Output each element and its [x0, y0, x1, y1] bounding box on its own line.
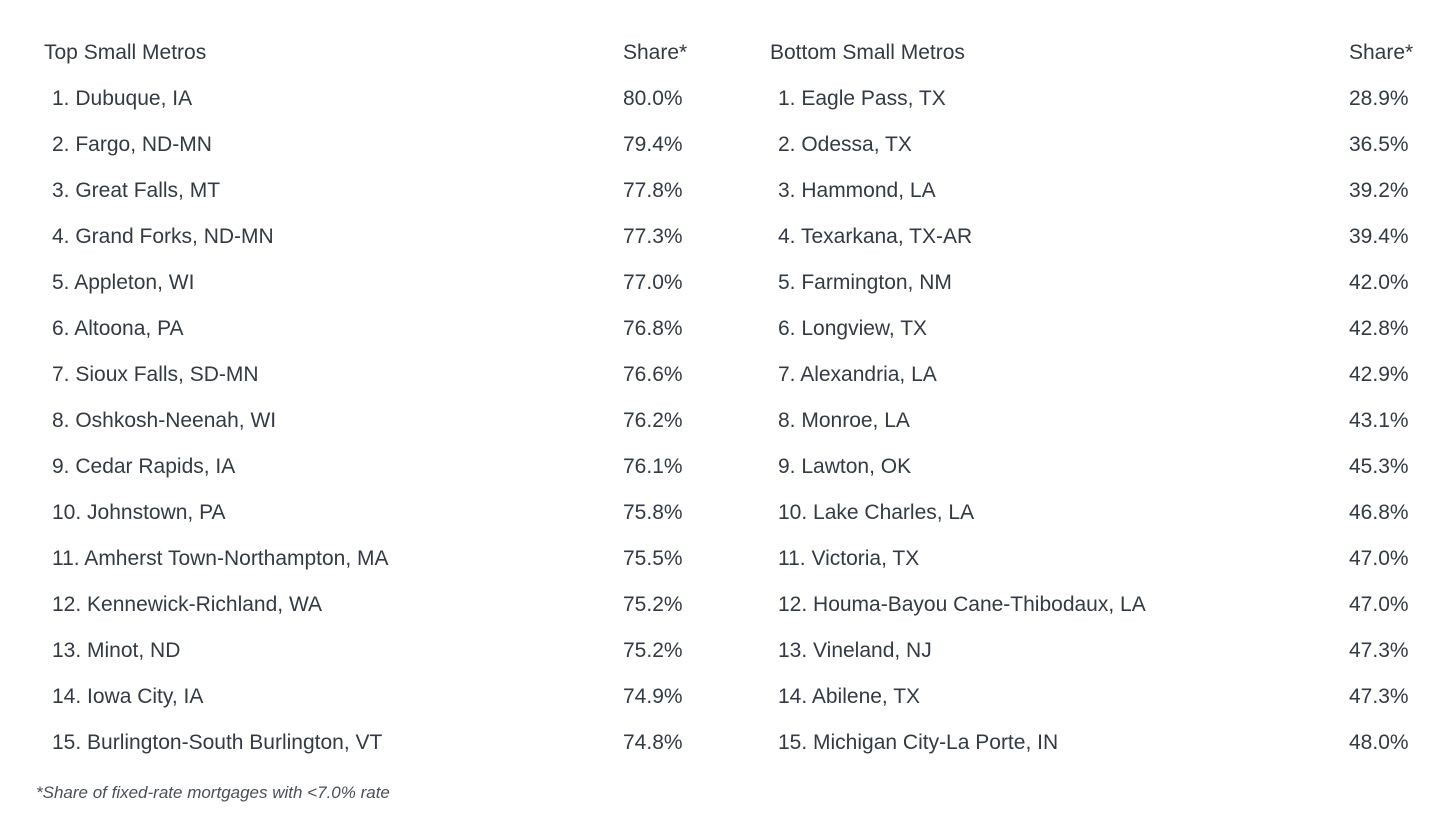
metro-share: 48.0%: [1349, 731, 1409, 754]
metro-name: 2. Odessa, TX: [778, 133, 912, 156]
table-row: 14. Iowa City, IA 74.9%: [44, 674, 694, 720]
metro-share: 47.3%: [1349, 639, 1409, 662]
table-row: 9. Cedar Rapids, IA 76.1%: [44, 444, 694, 490]
metro-name: 3. Great Falls, MT: [52, 179, 221, 202]
metro-name: 7. Alexandria, LA: [778, 363, 937, 386]
table-row: 10. Lake Charles, LA 46.8%: [770, 490, 1420, 536]
table-row: 12. Kennewick-Richland, WA 75.2%: [44, 582, 694, 628]
metro-share: 43.1%: [1349, 409, 1409, 432]
column-header-share: Share*: [1349, 41, 1414, 64]
metro-share: 75.2%: [623, 593, 683, 616]
metro-share: 28.9%: [1349, 87, 1409, 110]
table-row: 3. Hammond, LA 39.2%: [770, 168, 1420, 214]
metro-name: 13. Minot, ND: [52, 639, 181, 662]
table-row: 13. Vineland, NJ 47.3%: [770, 628, 1420, 674]
table-row: 1. Dubuque, IA 80.0%: [44, 76, 694, 122]
metro-share: 77.3%: [623, 225, 683, 248]
metro-name: 12. Houma-Bayou Cane-Thibodaux, LA: [778, 593, 1146, 616]
table-row: 6. Longview, TX 42.8%: [770, 306, 1420, 352]
metro-share: 42.9%: [1349, 363, 1409, 386]
table-row: 5. Appleton, WI 77.0%: [44, 260, 694, 306]
table-row: 2. Fargo, ND-MN 79.4%: [44, 122, 694, 168]
table-row: 15. Michigan City-La Porte, IN 48.0%: [770, 720, 1420, 766]
metro-name: 6. Longview, TX: [778, 317, 928, 340]
metro-share: 76.1%: [623, 455, 683, 478]
metro-name: 5. Appleton, WI: [52, 271, 195, 294]
metro-name: 13. Vineland, NJ: [778, 639, 932, 662]
metro-name: 2. Fargo, ND-MN: [52, 133, 212, 156]
metro-share: 75.5%: [623, 547, 683, 570]
metro-share: 74.8%: [623, 731, 683, 754]
table-row: 4. Texarkana, TX-AR 39.4%: [770, 214, 1420, 260]
metro-name: 10. Johnstown, PA: [52, 501, 226, 524]
metro-name: 9. Lawton, OK: [778, 455, 912, 478]
metro-share: 77.8%: [623, 179, 683, 202]
metro-share: 45.3%: [1349, 455, 1409, 478]
metro-share: 39.2%: [1349, 179, 1409, 202]
column-header-share: Share*: [623, 41, 688, 64]
table-row: 7. Sioux Falls, SD-MN 76.6%: [44, 352, 694, 398]
footnote: *Share of fixed-rate mortgages with <7.0…: [36, 783, 390, 802]
table-row: 14. Abilene, TX 47.3%: [770, 674, 1420, 720]
metro-share: 47.0%: [1349, 593, 1409, 616]
metro-name: 11. Victoria, TX: [778, 547, 920, 570]
table-row: 15. Burlington-South Burlington, VT 74.8%: [44, 720, 694, 766]
metro-share: 77.0%: [623, 271, 683, 294]
metro-name: 8. Oshkosh-Neenah, WI: [52, 409, 277, 432]
column-header-metro: Top Small Metros: [44, 41, 207, 64]
metro-name: 12. Kennewick-Richland, WA: [52, 593, 323, 616]
table-row: 1. Eagle Pass, TX 28.9%: [770, 76, 1420, 122]
metro-share: 36.5%: [1349, 133, 1409, 156]
table-header: Bottom Small Metros Share*: [770, 30, 1420, 76]
table-row: 3. Great Falls, MT 77.8%: [44, 168, 694, 214]
metro-name: 14. Abilene, TX: [778, 685, 921, 708]
table-row: 6. Altoona, PA 76.8%: [44, 306, 694, 352]
metro-share: 79.4%: [623, 133, 683, 156]
metro-name: 3. Hammond, LA: [778, 179, 936, 202]
metro-share: 46.8%: [1349, 501, 1409, 524]
metro-name: 9. Cedar Rapids, IA: [52, 455, 236, 478]
table-row: 12. Houma-Bayou Cane-Thibodaux, LA 47.0%: [770, 582, 1420, 628]
metro-name: 10. Lake Charles, LA: [778, 501, 975, 524]
metro-name: 14. Iowa City, IA: [52, 685, 204, 708]
metro-share: 42.0%: [1349, 271, 1409, 294]
metro-share: 75.2%: [623, 639, 683, 662]
column-header-metro: Bottom Small Metros: [770, 41, 965, 64]
table-row: 2. Odessa, TX 36.5%: [770, 122, 1420, 168]
table-row: 10. Johnstown, PA 75.8%: [44, 490, 694, 536]
metro-share: 76.2%: [623, 409, 683, 432]
table-row: 5. Farmington, NM 42.0%: [770, 260, 1420, 306]
table-row: 4. Grand Forks, ND-MN 77.3%: [44, 214, 694, 260]
table-row: 9. Lawton, OK 45.3%: [770, 444, 1420, 490]
metro-name: 7. Sioux Falls, SD-MN: [52, 363, 259, 386]
metro-share: 74.9%: [623, 685, 683, 708]
metro-name: 11. Amherst Town-Northampton, MA: [52, 547, 389, 570]
metro-share: 39.4%: [1349, 225, 1409, 248]
metro-share: 76.6%: [623, 363, 683, 386]
metro-share: 76.8%: [623, 317, 683, 340]
table-row: 11. Amherst Town-Northampton, MA 75.5%: [44, 536, 694, 582]
table-header: Top Small Metros Share*: [44, 30, 694, 76]
metro-name: 5. Farmington, NM: [778, 271, 952, 294]
table-row: 11. Victoria, TX 47.0%: [770, 536, 1420, 582]
metro-name: 4. Texarkana, TX-AR: [778, 225, 973, 248]
metro-name: 1. Dubuque, IA: [52, 87, 193, 110]
metro-name: 1. Eagle Pass, TX: [778, 87, 946, 110]
metro-share: 42.8%: [1349, 317, 1409, 340]
metro-name: 15. Burlington-South Burlington, VT: [52, 731, 383, 754]
table-row: 7. Alexandria, LA 42.9%: [770, 352, 1420, 398]
metro-share: 47.3%: [1349, 685, 1409, 708]
metro-name: 15. Michigan City-La Porte, IN: [778, 731, 1059, 754]
metro-name: 4. Grand Forks, ND-MN: [52, 225, 274, 248]
metro-share: 80.0%: [623, 87, 683, 110]
bottom-small-metros-table: Bottom Small Metros Share* 1. Eagle Pass…: [770, 30, 1420, 766]
table-row: 8. Monroe, LA 43.1%: [770, 398, 1420, 444]
metro-name: 6. Altoona, PA: [52, 317, 184, 340]
table-row: 13. Minot, ND 75.2%: [44, 628, 694, 674]
top-small-metros-table: Top Small Metros Share* 1. Dubuque, IA 80…: [44, 30, 694, 766]
table-row: 8. Oshkosh-Neenah, WI 76.2%: [44, 398, 694, 444]
metro-share: 75.8%: [623, 501, 683, 524]
metro-share: 47.0%: [1349, 547, 1409, 570]
metro-name: 8. Monroe, LA: [778, 409, 910, 432]
